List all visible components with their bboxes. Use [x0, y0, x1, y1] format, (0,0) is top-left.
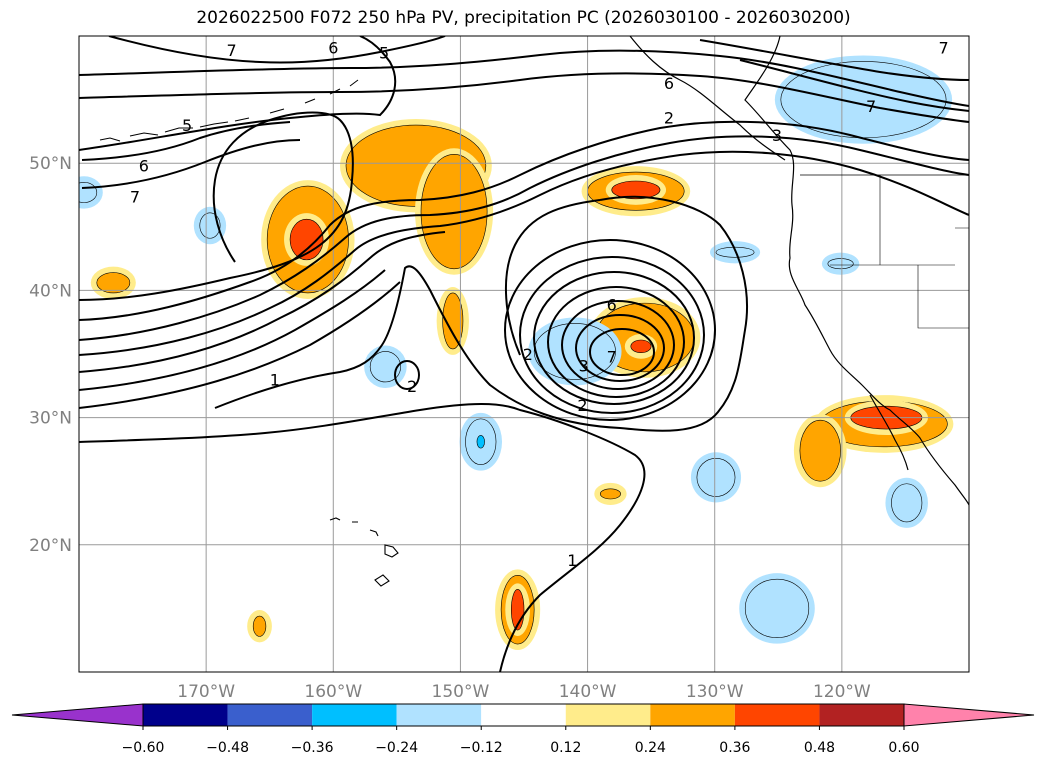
precip-feature — [252, 615, 267, 637]
contour-label: 3 — [772, 126, 782, 145]
contour-label: 3 — [579, 356, 589, 375]
colorbar-segment — [565, 704, 651, 726]
colorbar-tick-label: −0.48 — [206, 740, 249, 756]
precip-feature — [442, 292, 464, 350]
colorbar-frame — [142, 703, 905, 727]
graticule — [79, 36, 969, 672]
colorbar-tick-label: 0.12 — [550, 740, 581, 756]
precip-feature — [599, 488, 621, 500]
colorbar-segment — [734, 704, 820, 726]
lon-tick-label: 130°W — [686, 682, 744, 702]
precipitation-shading — [79, 55, 954, 651]
lat-tick-label: 50°N — [29, 154, 72, 174]
colorbar-tick-label: 0.36 — [719, 740, 750, 756]
colorbar-segment — [481, 704, 566, 726]
lon-tick-label: 170°W — [177, 682, 235, 702]
lat-tick-label: 40°N — [29, 281, 72, 301]
contour-label: 6 — [328, 38, 338, 57]
colorbar-tick-label: −0.60 — [122, 740, 165, 756]
contour-label: 2 — [523, 345, 533, 364]
colorbar-tick-label: 0.48 — [804, 740, 835, 756]
colorbar-segment — [312, 704, 397, 726]
precip-feature — [630, 339, 652, 354]
precip-feature — [79, 181, 98, 203]
colorbar-segment — [396, 704, 482, 726]
colorbar-segment — [650, 704, 735, 726]
contour-label: 2 — [664, 108, 674, 127]
precip-feature — [199, 212, 221, 239]
precip-feature — [827, 258, 854, 270]
map-title: 2026022500 F072 250 hPa PV, precipitatio… — [196, 8, 851, 28]
precip-feature — [744, 578, 810, 638]
colorbar-segment — [819, 704, 904, 726]
lat-tick-label: 30°N — [29, 409, 72, 429]
contour-label: 2 — [407, 377, 417, 396]
hawaii-islands — [329, 517, 399, 587]
contour-label: 6 — [664, 74, 674, 93]
contour-label: 7 — [130, 187, 140, 206]
precip-feature — [369, 351, 401, 383]
lon-tick-label: 160°W — [304, 682, 362, 702]
precip-feature — [476, 435, 485, 449]
colorbar: −0.60 −0.48 −0.36 −0.24 −0.12 0.12 0.24 0.36 0.4… — [11, 703, 1035, 756]
colorbar-tick-label: −0.36 — [291, 740, 334, 756]
colorbar-tick-label: −0.12 — [460, 740, 503, 756]
contour-label: 6 — [607, 295, 617, 314]
colorbar-tick-label: −0.24 — [375, 740, 418, 756]
contour-label: 7 — [938, 38, 948, 57]
precip-feature — [696, 458, 736, 497]
precip-feature — [891, 483, 923, 523]
colorbar-tick-label: 0.60 — [888, 740, 919, 756]
latitude-labels: 20°N 30°N 40°N 50°N — [29, 154, 72, 556]
colorbar-segment — [143, 704, 228, 726]
precip-feature — [96, 272, 131, 294]
lon-tick-label: 120°W — [813, 682, 871, 702]
colorbar-extend-low — [11, 703, 144, 727]
map-frame — [78, 35, 970, 673]
coastline-baja — [869, 394, 909, 471]
lat-tick-label: 20°N — [29, 536, 72, 556]
coastline-alaska — [629, 36, 786, 161]
border-states — [830, 175, 969, 329]
contour-label: 5 — [379, 44, 389, 63]
contour-label: 7 — [226, 41, 236, 60]
lon-tick-label: 150°W — [432, 682, 490, 702]
precip-feature — [420, 153, 488, 270]
precip-feature — [611, 180, 661, 200]
precip-feature — [799, 419, 841, 482]
contour-label: 7 — [866, 97, 876, 116]
pv-contours — [79, 36, 969, 672]
contour-label: 6 — [139, 157, 149, 176]
contour-label: 7 — [607, 348, 617, 367]
lon-tick-label: 140°W — [559, 682, 617, 702]
contour-label: 1 — [270, 370, 280, 389]
aleutian-islands — [99, 79, 359, 142]
contour-label: 2 — [577, 396, 587, 415]
contour-label: 1 — [567, 551, 577, 570]
colorbar-segment — [227, 704, 313, 726]
colorbar-extend-high — [903, 703, 1035, 727]
longitude-labels: 170°W 160°W 150°W 140°W 130°W 120°W — [177, 682, 871, 702]
colorbar-tick-label: 0.24 — [635, 740, 666, 756]
contour-label: 5 — [182, 116, 192, 135]
